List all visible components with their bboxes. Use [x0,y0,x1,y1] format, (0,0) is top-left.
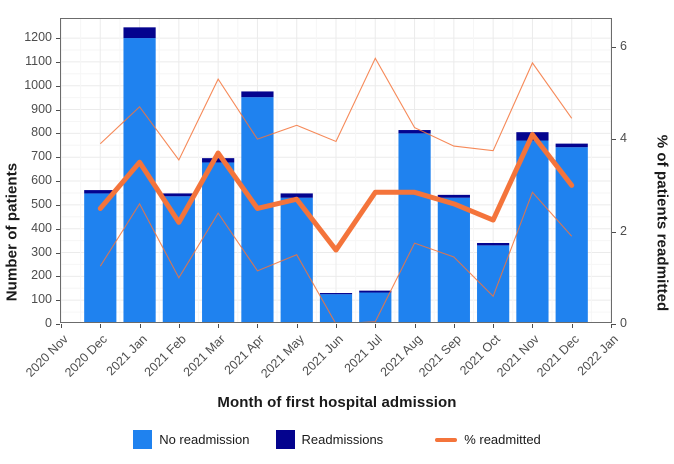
x-axis-tick [493,324,495,328]
legend-item-readmitted[interactable]: % readmitted [435,432,541,447]
y-axis-tick-left [56,300,60,302]
bar-no-readmission [516,140,549,322]
x-axis-tick [178,324,180,328]
x-axis-tick [532,324,534,328]
y-axis-tick-label-left: 400 [31,220,52,235]
legend-swatch-icon [133,430,153,449]
bar-readmissions [359,290,392,293]
y-axis-tick-label-left: 100 [31,292,52,307]
y-axis-tick-label-left: 1100 [25,53,52,68]
y-axis-tick-left [56,324,60,325]
legend-label: Readmissions [301,432,384,447]
bar-readmissions [280,193,313,198]
y-axis-tick-label-left: 0 [45,316,52,330]
y-axis-tick-right [612,139,616,141]
y-axis-tick-right [612,46,616,48]
y-axis-tick-label-left: 1200 [24,30,52,45]
bar-no-readmission [84,193,117,322]
bar-readmissions [241,91,274,98]
x-axis-tick [414,324,416,328]
y-axis-tick-left [56,157,60,159]
y-axis-tick-left [56,276,60,278]
y-axis-tick-label-right: 0 [620,316,627,330]
bar-no-readmission [398,133,431,322]
y-axis-title-right: % of patients readmitted [653,134,671,312]
bar-readmissions [162,193,195,197]
y-axis-tick-label-left: 900 [31,101,52,116]
bar-readmissions [398,130,431,134]
plot-panel [60,18,612,323]
ci-lower-line [99,191,573,322]
y-axis-tick-label-right: 4 [620,131,627,146]
y-axis-tick-left [56,109,60,111]
x-axis-tick [571,324,573,328]
y-axis-tick-left [56,85,60,87]
bar-readmissions [437,194,470,198]
bar-no-readmission [319,294,353,322]
chart-legend: No readmission Readmissions % readmitted [0,430,674,449]
x-axis-tick [257,324,259,328]
confidence-interval-lines [99,57,573,322]
ci-upper-line [99,57,573,162]
x-axis-tick [218,324,220,328]
y-axis-tick-left [56,181,60,183]
y-axis-tick-left [56,228,60,230]
y-axis-tick-label-left: 200 [31,268,52,283]
x-axis-tick [61,324,62,328]
y-axis-tick-label-right: 2 [620,223,627,238]
bar-no-readmission [202,162,235,322]
y-axis-tick-right [612,231,616,233]
bar-readmissions [84,190,117,194]
y-axis-tick-label-left: 700 [31,149,52,164]
legend-item-readmissions[interactable]: Readmissions [275,430,384,449]
legend-label: No readmission [159,432,250,447]
legend-line-icon [435,437,458,442]
bar-readmissions [123,27,156,39]
percent-readmitted-line [97,132,575,253]
bar-readmissions [477,242,510,246]
y-axis-tick-right [612,324,616,325]
y-axis-tick-label-right: 6 [620,38,627,53]
bar-no-readmission [359,292,392,322]
bar-no-readmission [280,197,313,322]
y-axis-tick-left [56,61,60,63]
bar-series [84,27,588,322]
bar-no-readmission [437,197,470,322]
x-axis-tick [375,324,377,328]
x-axis-tick [336,324,337,328]
bar-readmissions [319,293,353,295]
y-axis-tick-label-left: 500 [31,196,52,211]
y-axis-tick-left [56,252,60,254]
x-axis-tick [139,324,141,328]
legend-item-no-readmission[interactable]: No readmission [133,430,250,449]
y-axis-tick-label-left: 600 [31,173,52,188]
bar-no-readmission [555,147,588,322]
y-axis-tick-label-left: 300 [31,244,52,259]
x-axis-tick [611,324,612,328]
x-axis-tick [453,324,455,328]
y-axis-tick-label-left: 800 [31,125,52,140]
y-axis-tick-label-left: 1000 [24,77,52,92]
y-axis-tick-left [56,133,60,135]
legend-label: % readmitted [464,432,541,447]
x-axis-tick [296,324,298,328]
plot-svg [61,19,611,322]
bar-no-readmission [477,245,510,322]
x-axis-tick [100,324,102,328]
y-axis-tick-left [56,204,60,206]
y-axis-tick-left [56,38,60,40]
legend-swatch-icon [275,430,295,449]
x-axis-title: Month of first hospital admission [217,394,457,411]
bar-readmissions [202,158,235,163]
bar-readmissions [555,143,588,148]
